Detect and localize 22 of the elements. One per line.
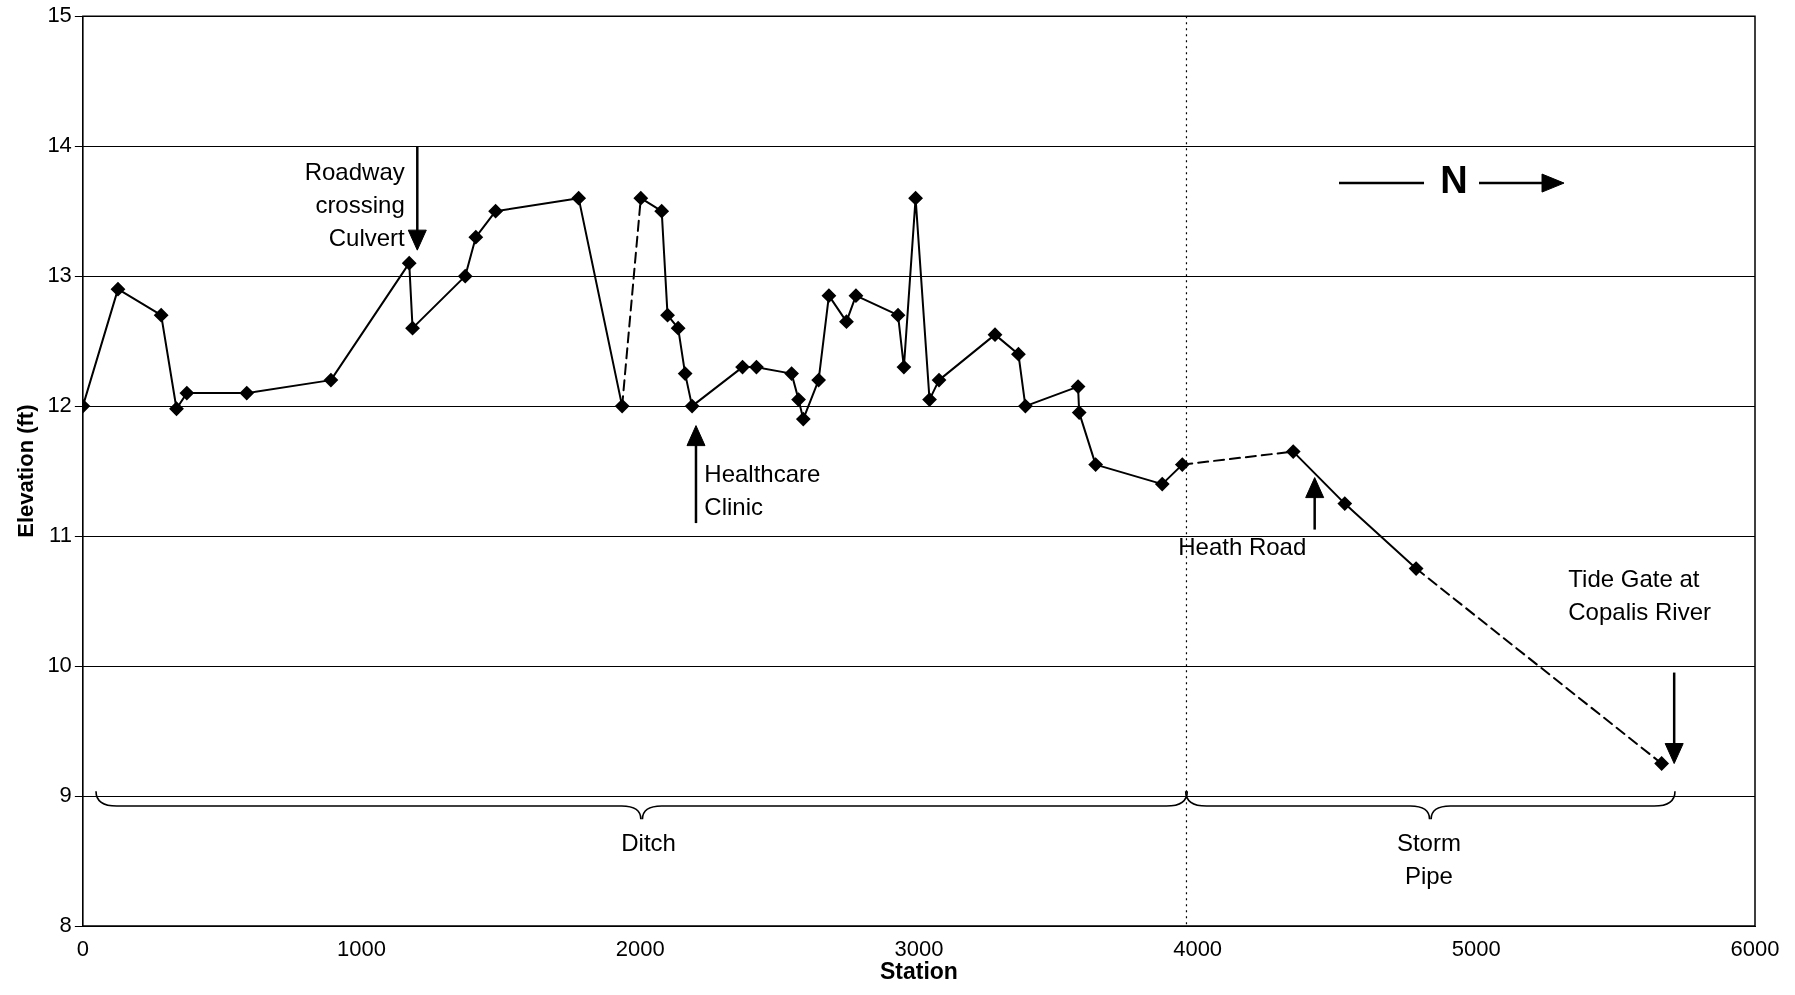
annotation: Healthcare Clinic: [704, 459, 821, 520]
annotation: Tide Gate at Copalis River: [1568, 565, 1711, 626]
x-tick-label: 1000: [337, 936, 387, 962]
y-tick-label: 8: [59, 912, 72, 938]
annotation: Ditch: [621, 829, 676, 857]
annotation: N: [1440, 158, 1468, 201]
x-tick-label: 5000: [1451, 936, 1501, 962]
y-axis-title: Elevation (ft): [13, 404, 39, 538]
annotation: Roadway crossing Culvert: [304, 158, 406, 252]
x-tick-label: 6000: [1730, 936, 1780, 962]
y-tick-label: 11: [49, 522, 72, 548]
x-tick-label: 4000: [1173, 936, 1223, 962]
y-tick-label: 12: [47, 392, 72, 418]
x-tick-label: 2000: [615, 936, 665, 962]
x-tick-label: 0: [76, 936, 89, 962]
y-tick-label: 14: [47, 132, 72, 158]
annotation: Storm Pipe: [1396, 829, 1461, 890]
y-tick-label: 13: [47, 262, 72, 288]
y-tick-label: 9: [59, 782, 72, 808]
y-tick-label: 15: [47, 2, 72, 28]
y-tick-label: 10: [47, 652, 72, 678]
annotation: Heath Road: [1178, 532, 1307, 560]
